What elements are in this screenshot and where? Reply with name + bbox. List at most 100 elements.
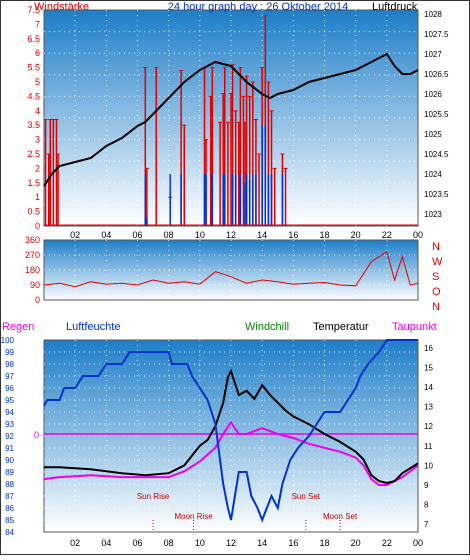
panel1-right-label: Luftdruck [372,1,418,13]
right-tick-label: 1028 [424,10,442,19]
right-tick-label: 1024 [424,170,442,179]
left-tick-label: 5 [35,77,40,87]
x-tick-label: 08 [164,230,174,240]
left-tick-label: 6.5 [27,34,40,44]
label-regen: Regen [2,321,34,333]
x-tick-label: 02 [70,230,80,240]
right-tick-label: 1024.5 [424,150,449,159]
panel2-direction-line [43,250,419,288]
humidity-line [43,339,418,523]
x-tick-label: 00 [413,230,423,240]
humidity-tick-label: 98 [5,360,14,369]
event-label: Sun Rise [137,492,170,501]
temp-tick-label: 7 [424,520,429,529]
temp-tick-label: 11 [424,442,433,451]
direction-tick-label: 270 [25,250,40,260]
compass-label: W [432,256,443,268]
panel3-right-axis: 7 8 9 10 11 12 13 14 15 16 [424,344,433,529]
direction-tick-label: 180 [25,265,40,275]
direction-line [43,250,419,288]
humidity-tick-label: 91 [5,444,14,453]
left-tick-label: 7 [35,19,40,29]
humidity-tick-label: 90 [5,456,14,465]
x-tick-label: 10 [195,230,205,240]
temp-tick-label: 8 [424,501,429,510]
x-tick-label: 22 [382,538,392,548]
panel3-lines [43,339,419,523]
chart-title: 24 hour graph day : 26 Oktober 2014 [168,1,348,13]
temp-tick-label: 15 [424,363,433,372]
left-tick-label: 7.5 [27,5,40,15]
humidity-tick-label: 92 [5,432,14,441]
panel3-grid [44,340,418,532]
right-tick-label: 1023.5 [424,190,449,199]
pressure-line [43,52,419,187]
compass-label: S [432,271,439,283]
right-tick-label: 1026 [424,90,442,99]
x-tick-label: 02 [70,538,80,548]
event-label: Moon Rise [174,512,213,521]
x-tick-label: 20 [351,538,361,548]
temp-tick-label: 13 [424,403,433,412]
x-tick-label: 12 [226,230,236,240]
panel1-x-axis: 02 04 06 08 10 12 14 16 18 20 22 00 [70,230,423,240]
panel2-grid [44,240,418,300]
event-label: Moon Set [323,512,358,521]
x-tick-label: 18 [319,538,329,548]
humidity-tick-label: 89 [5,468,14,477]
x-tick-label: 04 [101,230,111,240]
right-tick-label: 1025 [424,130,442,139]
x-tick-label: 00 [413,538,423,548]
compass-label: N [432,241,440,253]
direction-tick-label: 0 [35,295,40,305]
left-tick-label: 4.5 [27,91,40,101]
panel3-events: Sun Rise Moon Rise Sun Set Moon Set [137,492,358,532]
x-tick-label: 08 [164,538,174,548]
humidity-tick-label: 84 [5,528,14,537]
event-label: Sun Set [292,492,321,501]
right-tick-label: 1027.5 [424,30,449,39]
label-luftfeuchte: Luftfeuchte [66,321,120,333]
dewpoint-line [43,420,419,486]
direction-tick-label: 360 [25,235,40,245]
right-tick-label: 1023 [424,210,442,219]
x-tick-label: 16 [288,538,298,548]
direction-tick-label: 90 [30,280,40,290]
humidity-tick-label: 93 [5,420,14,429]
left-tick-label: 2.5 [27,149,40,159]
x-tick-label: 10 [195,538,205,548]
x-tick-label: 22 [382,230,392,240]
right-tick-label: 1025.5 [424,110,449,119]
panel1-wind-bars [44,125,418,226]
x-tick-label: 06 [132,230,142,240]
panel1-pressure-line [43,52,419,187]
compass-label: O [432,286,441,298]
label-temperatur: Temperatur [313,321,369,333]
x-tick-label: 18 [319,230,329,240]
x-tick-label: 04 [101,538,111,548]
humidity-tick-label: 94 [5,408,14,417]
panel1-left-label: Windstärke [34,1,89,13]
right-tick-label: 1027 [424,50,442,59]
left-tick-label: 2 [35,163,40,173]
label-windchill: Windchill [245,321,289,333]
right-tick-label: 1026.5 [424,70,449,79]
humidity-tick-label: 87 [5,492,14,501]
temp-tick-label: 10 [424,461,433,470]
rain-zero-label: 0 [34,430,39,440]
left-tick-label: 6 [35,48,40,58]
compass-label: N [432,301,440,313]
left-tick-label: 4 [35,106,40,116]
x-tick-label: 16 [288,230,298,240]
panel3-x-axis: 02 04 06 08 10 12 14 16 18 20 22 00 [70,538,423,548]
panel2-left-axis: 0 90 180 270 360 [25,235,40,305]
x-tick-label: 20 [351,230,361,240]
temp-tick-label: 9 [424,481,429,490]
left-tick-label: 3 [35,135,40,145]
temp-tick-label: 16 [424,344,433,353]
temperature-line [44,368,419,485]
left-tick-label: 0.5 [27,207,40,217]
left-tick-label: 1 [35,192,40,202]
temp-tick-label: 12 [424,422,433,431]
